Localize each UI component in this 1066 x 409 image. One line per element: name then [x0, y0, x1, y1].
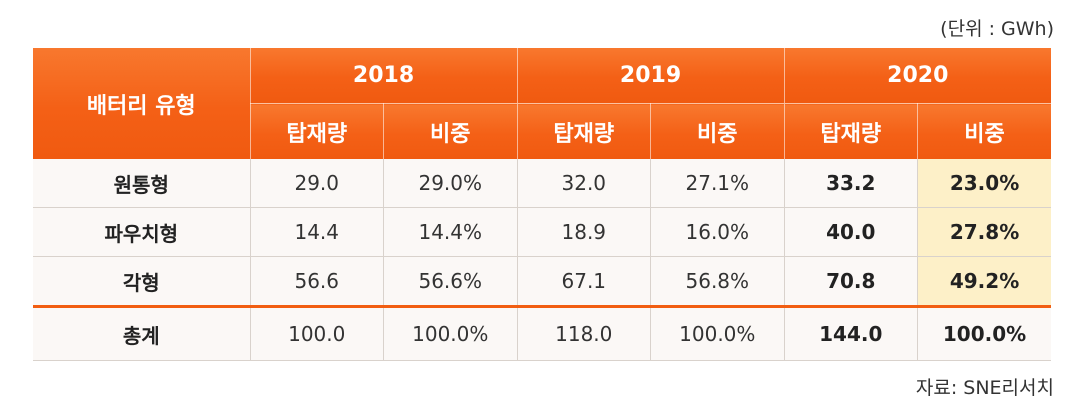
table-cell: 144.0 — [783, 305, 918, 361]
table-cell: 56.6 — [249, 256, 384, 307]
table-row: 각형 56.6 56.6% 67.1 56.8% 70.8 49.2% — [33, 256, 1052, 307]
sub-header-share: 비중 — [650, 103, 785, 159]
table-cell: 100.0% — [917, 305, 1052, 361]
sub-header-share: 비중 — [383, 103, 518, 159]
sub-header-load: 탑재량 — [516, 103, 651, 159]
table-row: 파우치형 14.4 14.4% 18.9 16.0% 40.0 27.8% — [33, 207, 1052, 257]
table-cell: 29.0 — [249, 159, 384, 208]
table-cell: 29.0% — [383, 159, 518, 208]
sub-header-load: 탑재량 — [783, 103, 918, 159]
table-cell: 14.4% — [383, 207, 518, 257]
table-cell: 40.0 — [783, 207, 918, 257]
table-cell: 118.0 — [516, 305, 651, 361]
year-header-2018: 2018 — [249, 48, 518, 104]
table-cell: 100.0% — [383, 305, 518, 361]
table-cell: 67.1 — [516, 256, 651, 307]
table-cell: 14.4 — [249, 207, 384, 257]
table-cell: 32.0 — [516, 159, 651, 208]
year-header-2020: 2020 — [783, 48, 1052, 104]
total-row: 총계 100.0 100.0% 118.0 100.0% 144.0 100.0… — [33, 305, 1052, 361]
unit-label: (단위 : GWh) — [940, 18, 1054, 40]
row-label: 각형 — [33, 256, 250, 307]
row-label: 파우치형 — [33, 207, 250, 257]
table-cell: 56.6% — [383, 256, 518, 307]
table-cell: 16.0% — [650, 207, 785, 257]
year-header-2019: 2019 — [516, 48, 785, 104]
sub-header-load: 탑재량 — [249, 103, 384, 159]
table-cell: 100.0 — [249, 305, 384, 361]
highlighted-cell: 23.0% — [917, 159, 1052, 208]
battery-table: 배터리 유형 2018 2019 2020 탑재량 비중 탑재량 비중 탑재량 … — [33, 48, 1052, 361]
type-column-header: 배터리 유형 — [33, 48, 250, 159]
table-body: 원통형 29.0 29.0% 32.0 27.1% 33.2 23.0% 파우치… — [33, 159, 1052, 361]
row-label: 총계 — [33, 305, 250, 361]
highlighted-cell: 49.2% — [917, 256, 1052, 307]
source-label: 자료: SNE리서치 — [915, 377, 1054, 399]
table-cell: 18.9 — [516, 207, 651, 257]
table-cell: 56.8% — [650, 256, 785, 307]
table-cell: 100.0% — [650, 305, 785, 361]
table-cell: 27.1% — [650, 159, 785, 208]
table-cell: 70.8 — [783, 256, 918, 307]
sub-header-share: 비중 — [917, 103, 1052, 159]
table-cell: 33.2 — [783, 159, 918, 208]
row-label: 원통형 — [33, 159, 250, 208]
highlighted-cell: 27.8% — [917, 207, 1052, 257]
table-row: 원통형 29.0 29.0% 32.0 27.1% 33.2 23.0% — [33, 159, 1052, 208]
table-header: 배터리 유형 2018 2019 2020 탑재량 비중 탑재량 비중 탑재량 … — [33, 48, 1052, 159]
